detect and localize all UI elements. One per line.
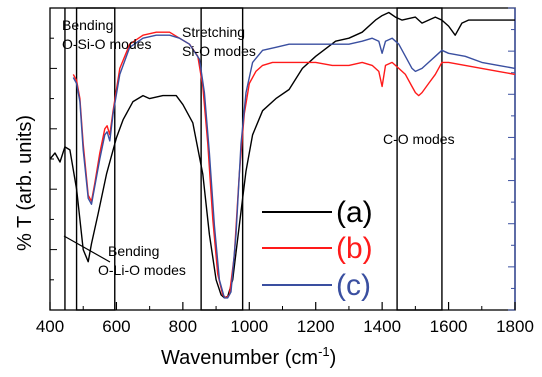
legend: (a) (b) (c) xyxy=(262,196,373,302)
x-tick-label: 1800 xyxy=(496,317,534,336)
annotation-bending-olio-line1: Bending xyxy=(108,243,159,259)
annotation-bending-olio-line2: O-Li-O modes xyxy=(98,262,186,278)
annotation-co-modes: C-O modes xyxy=(383,131,455,147)
annotation-stretching-line2: Si-O modes xyxy=(182,43,256,59)
series-lines xyxy=(49,11,516,299)
legend-label-b: (b) xyxy=(336,232,373,265)
highlight-boxes xyxy=(75,7,443,311)
annotation-pointer-line xyxy=(63,235,111,263)
annotation-stretching-line1: Stretching xyxy=(182,24,245,40)
x-axis-title-main: Wavenumber (cm xyxy=(161,347,318,369)
left-axis-ticks xyxy=(50,7,57,311)
legend-label-c: (c) xyxy=(336,269,371,302)
mode-region-box xyxy=(396,7,443,311)
x-tick-label: 1200 xyxy=(297,317,335,336)
mode-region-box xyxy=(75,7,116,311)
annotation-bending-osio-line2: O-Si-O modes xyxy=(62,36,151,52)
x-tick-label: 1400 xyxy=(363,317,401,336)
x-tick-label: 1000 xyxy=(230,317,268,336)
mode-region-box xyxy=(200,7,244,311)
right-axis-ticks xyxy=(508,7,515,311)
series-line-a xyxy=(49,11,515,299)
x-tick-label: 1600 xyxy=(430,317,468,336)
legend-label-a: (a) xyxy=(336,196,373,229)
x-tick-label: 400 xyxy=(36,317,64,336)
x-axis-title: Wavenumber (cm-1) xyxy=(161,344,336,369)
y-axis-title: % T (arb. units) xyxy=(14,115,36,251)
x-axis-title-sup: -1 xyxy=(318,344,330,359)
x-axis-ticks: 400 600 800 1000 1200 1400 1600 1800 xyxy=(36,302,534,336)
series-line-c xyxy=(72,34,516,299)
x-tick-label: 600 xyxy=(102,317,130,336)
x-axis-title-end: ) xyxy=(330,347,337,369)
annotation-bending-osio-line1: Bending xyxy=(62,17,113,33)
x-tick-label: 800 xyxy=(169,317,197,336)
